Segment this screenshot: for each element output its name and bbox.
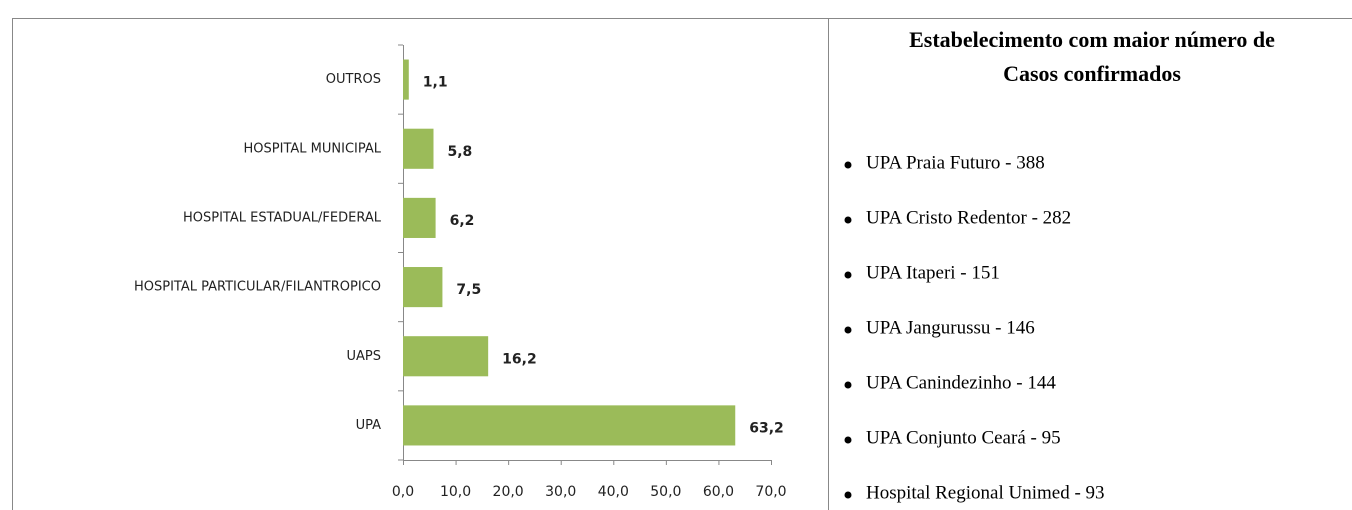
bullet xyxy=(844,326,852,334)
y-tick-label: UPA xyxy=(356,418,382,433)
y-tick-label: UAPS xyxy=(347,349,382,364)
y-tick-label: HOSPITAL MUNICIPAL xyxy=(244,141,382,156)
x-tick-label: 70,0 xyxy=(755,484,786,500)
value-label: 1,1 xyxy=(423,75,448,91)
x-tick-label: 0,0 xyxy=(392,484,414,500)
panel-title: Casos confirmados xyxy=(1003,61,1181,86)
value-label: 7,5 xyxy=(456,282,481,298)
bullet xyxy=(844,381,852,389)
bar xyxy=(403,405,736,446)
bar xyxy=(403,336,489,377)
panel-title: Estabelecimento com maior número de xyxy=(909,27,1275,52)
bullet xyxy=(844,491,852,499)
list-item: UPA Canindezinho - 144 xyxy=(866,372,1056,393)
x-tick-label: 20,0 xyxy=(493,484,524,500)
value-label: 63,2 xyxy=(749,420,784,436)
y-tick-label: OUTROS xyxy=(326,72,381,87)
bar xyxy=(403,267,443,308)
value-label: 6,2 xyxy=(450,213,475,229)
x-tick-label: 50,0 xyxy=(650,484,681,500)
x-tick-label: 60,0 xyxy=(703,484,734,500)
list-item: UPA Cristo Redentor - 282 xyxy=(866,207,1071,228)
bullet xyxy=(844,436,852,444)
y-tick-label: HOSPITAL ESTADUAL/FEDERAL xyxy=(183,210,382,225)
list-item: Hospital Regional Unimed - 93 xyxy=(866,482,1105,503)
bullet xyxy=(844,161,852,169)
list-item: UPA Praia Futuro - 388 xyxy=(866,152,1045,173)
bar xyxy=(403,197,436,238)
x-tick-label: 40,0 xyxy=(598,484,629,500)
x-tick-label: 10,0 xyxy=(440,484,471,500)
list-item: UPA Itaperi - 151 xyxy=(866,262,1000,283)
bar xyxy=(403,128,434,169)
value-label: 16,2 xyxy=(502,351,537,367)
bullet xyxy=(844,216,852,224)
list-item: UPA Jangurussu - 146 xyxy=(866,317,1035,338)
bar xyxy=(403,59,409,100)
value-label: 5,8 xyxy=(447,144,472,160)
list-item: UPA Conjunto Ceará - 95 xyxy=(866,427,1061,448)
y-tick-label: HOSPITAL PARTICULAR/FILANTROPICO xyxy=(134,280,381,295)
bullet xyxy=(844,271,852,279)
x-tick-label: 30,0 xyxy=(545,484,576,500)
